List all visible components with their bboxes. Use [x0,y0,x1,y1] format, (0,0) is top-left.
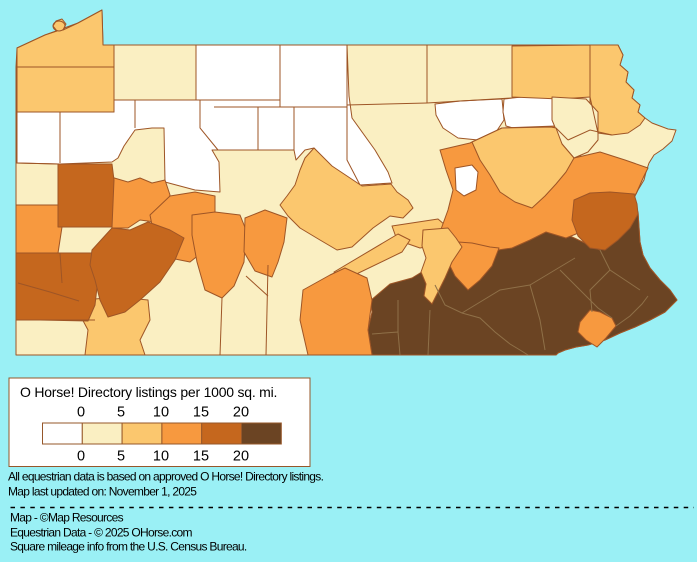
svg-text:Square mileage info from the U: Square mileage info from the U.S. Census… [10,540,247,554]
svg-text:10: 10 [153,405,169,421]
svg-text:5: 5 [117,405,125,421]
svg-text:20: 20 [233,449,249,465]
svg-text:0: 0 [77,449,85,465]
svg-text:20: 20 [233,405,249,421]
svg-text:Map last updated on: November: Map last updated on: November 1, 2025 [8,485,197,499]
svg-text:Map - ©Map Resources: Map - ©Map Resources [10,511,124,525]
svg-text:15: 15 [193,405,209,421]
svg-text:5: 5 [117,449,125,465]
svg-text:10: 10 [153,449,169,465]
svg-text:15: 15 [193,449,209,465]
svg-text:Equestrian Data - © 2025 OHors: Equestrian Data - © 2025 OHorse.com [10,526,192,540]
svg-text:All equestrian data is based o: All equestrian data is based on approved… [8,470,324,484]
svg-text:0: 0 [77,405,85,421]
svg-text:O Horse! Directory listings pe: O Horse! Directory listings per 1000 sq.… [20,384,277,400]
